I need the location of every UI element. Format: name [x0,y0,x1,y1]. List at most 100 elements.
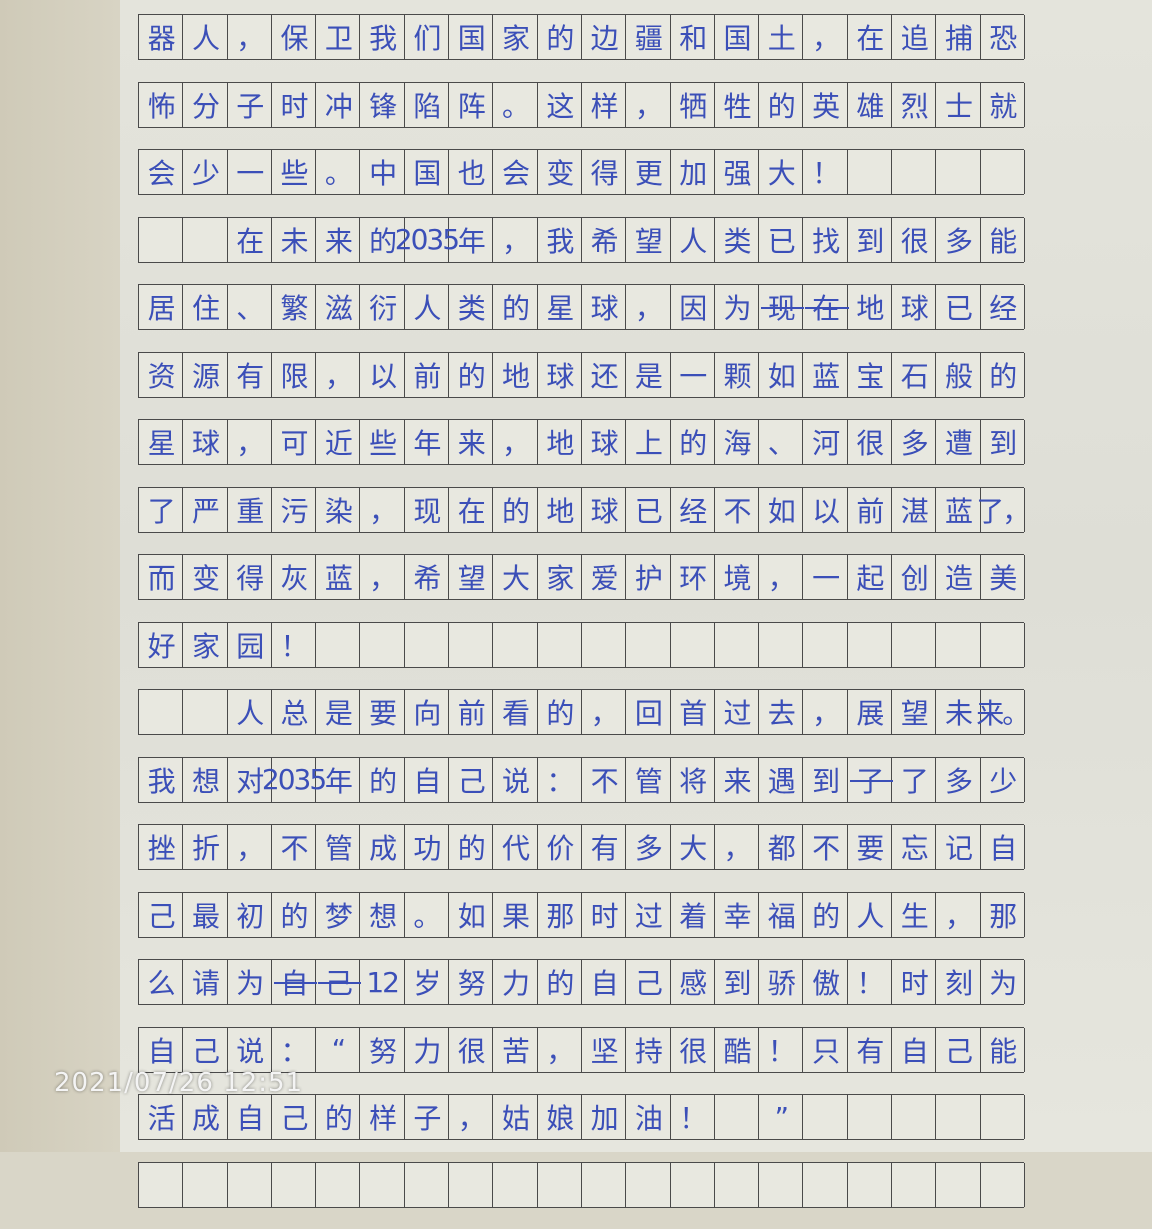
grid-cell: 多 [626,825,671,869]
grid-cell: 未 [936,690,981,734]
grid-cell: 人 [405,285,450,329]
grid-cell: 子 [405,1095,450,1139]
grid-cell: 很 [892,217,937,262]
grid-cell [848,1095,893,1139]
grid-cell [183,217,228,262]
grid-cell: 年 [405,420,450,464]
grid-cell [848,1162,893,1207]
grid-cell: 阵 [449,82,494,127]
grid-cell: 姑 [493,1095,538,1139]
grid-cell: 捕 [936,15,981,59]
essay-line: 活成自己的样子，姑娘加油！ ” [138,1094,1025,1140]
grid-cell: 样 [360,1095,405,1139]
grid-cell: 海 [715,420,760,464]
grid-cell: 而 [139,555,184,599]
struck-character-cell: 己 [316,960,362,1004]
grid-cell: 以 [803,487,848,532]
essay-line: 资源有限，以前的地球还是一颗如蓝宝石般的 [138,351,1025,398]
struck-character-cell: 在 [803,285,850,329]
grid-cell [405,1162,450,1207]
grid-cell: 已 [936,285,981,329]
grid-cell: 地 [538,487,582,532]
grid-cell: 的 [360,757,405,802]
grid-cell: 总 [272,690,317,734]
grid-cell: 般 [936,352,981,397]
grid-cell: 经 [981,285,1025,329]
grid-cell: 球 [582,420,627,464]
grid-cell: 蓝 [316,555,361,599]
essay-line: 而变得灰蓝，希望大家爱护环境，一起创造美 [138,554,1025,600]
grid-cell: 持 [626,1027,671,1072]
grid-cell: 还 [582,352,627,397]
grid-cell: 的 [449,352,494,397]
grid-cell: 傲 [803,960,848,1004]
grid-cell: 国 [405,150,450,194]
essay-line: 在未来的 2035 年，我希望人类已找到很多能 [138,216,1025,263]
essay-grid: 器人，保卫我们国家的边疆和国土，在追捕恐怖分子时冲锋陷阵。这样，牺牲的英雄烈士就… [138,14,1030,1229]
grid-cell: 、 [228,285,272,329]
grid-cell: 染 [316,487,361,532]
grid-cell: 的 [538,960,582,1004]
essay-line: 自己说： “努力很苦，坚持很酷！只有自己能 [138,1026,1025,1073]
grid-cell: 过 [626,892,671,937]
grid-cell: 大 [759,150,804,194]
grid-cell: 会 [493,150,538,194]
grid-cell: 得 [582,150,627,194]
grid-cell: 自 [981,825,1025,869]
grid-cell: 前 [449,690,494,734]
grid-cell: 球 [538,352,582,397]
grid-cell: 星 [538,285,582,329]
grid-cell: 人 [228,690,272,734]
grid-cell: 住 [183,285,228,329]
grid-cell: ， [316,352,361,397]
grid-cell [936,150,981,194]
grid-cell [803,1095,848,1139]
grid-cell: ， [715,825,760,869]
photo-timestamp: 2021/07/26 12:51 [54,1068,304,1098]
grid-cell [582,1162,627,1207]
grid-cell: 士 [936,82,981,127]
grid-cell: ， [228,15,272,59]
grid-cell: 自 [405,757,450,802]
grid-cell: 己 [936,1027,981,1072]
grid-cell: 地 [848,285,893,329]
grid-cell: 自 [228,1095,272,1139]
grid-cell: 就 [981,82,1025,127]
grid-cell: 上 [626,420,671,464]
grid-cell: 了， [976,487,1030,532]
grid-cell: ， [759,555,804,599]
grid-cell: 很 [848,420,893,464]
grid-cell: 忘 [892,825,937,869]
grid-cell: 成 [183,1095,228,1139]
grid-cell: 己 [139,892,184,937]
grid-cell: 牺 [671,82,715,127]
grid-cell [759,622,804,667]
grid-cell [759,1162,804,1207]
grid-cell: 以 [360,352,405,397]
grid-cell: 不 [803,825,848,869]
grid-cell: 雄 [848,82,893,127]
grid-cell: 牲 [715,82,760,127]
grid-cell: 变 [183,555,228,599]
grid-cell: 想 [360,892,405,937]
grid-cell: 有 [228,352,272,397]
grid-cell: 在 [449,487,494,532]
grid-cell: ， [449,1095,494,1139]
grid-cell [449,622,494,667]
grid-cell [715,1095,760,1139]
grid-cell [139,217,184,262]
grid-cell: 自 [139,1027,184,1072]
grid-cell: 起 [848,555,893,599]
grid-cell: 冲 [316,82,361,127]
grid-cell: 福 [759,892,804,937]
grid-cell [582,622,627,667]
grid-cell: 代 [493,825,538,869]
grid-cell: 自 [892,1027,937,1072]
grid-cell: ， [626,285,671,329]
grid-cell: 护 [626,555,671,599]
grid-cell: 繁 [272,285,317,329]
grid-cell: 遇 [759,757,804,802]
grid-cell: 挫 [139,825,184,869]
grid-cell: 颗 [715,352,760,397]
grid-cell: 希 [582,217,627,262]
